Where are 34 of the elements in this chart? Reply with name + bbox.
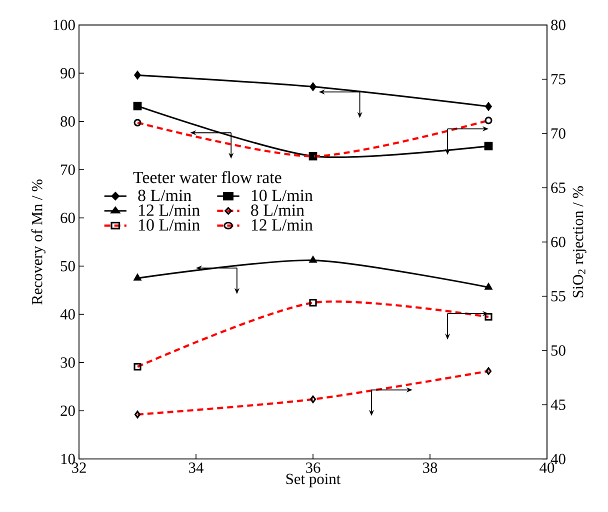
y2-tick-label: 50 <box>551 345 566 356</box>
legend-label: 12 L/min <box>139 204 200 216</box>
y2-tick-label: 55 <box>551 291 566 302</box>
x-axis-title: Set point <box>286 474 341 488</box>
y2-tick-label: 75 <box>552 74 566 84</box>
x-tick-label: 38 <box>423 462 438 473</box>
y-tick-label: 30 <box>60 357 75 368</box>
y2-tick-label: 80 <box>551 20 566 30</box>
legend-label: 8 L/min <box>138 190 192 202</box>
y2-axis-title: SiO$_{2}$ rejection / % <box>572 186 586 298</box>
y-tick-label: 70 <box>61 164 75 175</box>
y-tick-label: 40 <box>60 309 75 320</box>
y-tick-label: 80 <box>60 116 75 127</box>
y2-tick-label: 40 <box>550 454 566 464</box>
y2-tick-label: 70 <box>552 128 566 139</box>
y2-tick-label: 65 <box>551 182 566 193</box>
legend-label: 12 L/min <box>252 219 313 231</box>
y-tick-label: 50 <box>60 260 75 272</box>
y-tick-label: 60 <box>60 212 75 224</box>
legend-label: 10 L/min <box>139 219 200 231</box>
y-tick-label: 10 <box>61 454 75 464</box>
legend-label: 10 L/min <box>252 190 313 202</box>
y2-tick-label: 60 <box>551 236 566 248</box>
x-tick-label: 32 <box>72 462 86 473</box>
x-tick-label: 34 <box>189 462 204 473</box>
y-tick-label: 90 <box>60 68 75 78</box>
y-tick-label: 100 <box>54 20 75 30</box>
legend-title: Teeter water flow rate <box>133 171 282 184</box>
y-tick-label: 20 <box>60 406 75 416</box>
x-tick-label: 40 <box>540 462 554 473</box>
y-axis-title: Recovery of Mn / % <box>31 179 46 305</box>
x-tick-label: 36 <box>306 462 320 473</box>
legend-label: 8 L/min <box>251 204 304 216</box>
y2-tick-label: 45 <box>550 400 566 410</box>
